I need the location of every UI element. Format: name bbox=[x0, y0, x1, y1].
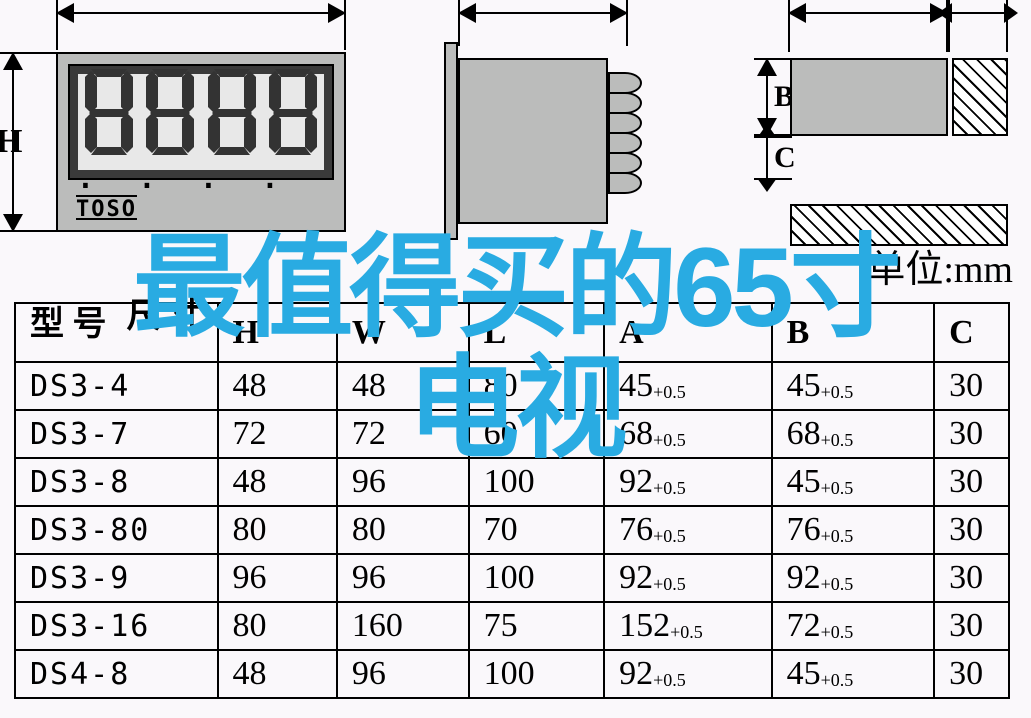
cell-W: 96 bbox=[337, 650, 469, 698]
col-L: L bbox=[469, 303, 604, 362]
cutout-panel bbox=[790, 58, 1008, 218]
dim-C-height: C bbox=[754, 136, 784, 180]
cell-H: 72 bbox=[218, 410, 337, 458]
cell-C: 30 bbox=[934, 554, 1009, 602]
dimension-diagrams: W H L A C bbox=[0, 0, 1031, 260]
cell-A: 68+0.5 bbox=[604, 410, 772, 458]
cell-model: DS3-8 bbox=[15, 458, 218, 506]
cell-L: 100 bbox=[469, 458, 604, 506]
cell-H: 80 bbox=[218, 506, 337, 554]
cell-B: 45+0.5 bbox=[772, 362, 935, 410]
cell-W: 96 bbox=[337, 458, 469, 506]
cell-L: 75 bbox=[469, 602, 604, 650]
lcd-display: .... bbox=[78, 74, 324, 170]
cell-A: 92+0.5 bbox=[604, 458, 772, 506]
cell-model: DS3-80 bbox=[15, 506, 218, 554]
dim-label-W: W bbox=[184, 0, 218, 6]
cell-B: 76+0.5 bbox=[772, 506, 935, 554]
cell-B: 45+0.5 bbox=[772, 458, 935, 506]
cell-model: DS3-9 bbox=[15, 554, 218, 602]
cell-H: 96 bbox=[218, 554, 337, 602]
col-A: A bbox=[604, 303, 772, 362]
cell-model: DS4-8 bbox=[15, 650, 218, 698]
cell-A: 152+0.5 bbox=[604, 602, 772, 650]
cell-W: 160 bbox=[337, 602, 469, 650]
hatch-vertical bbox=[952, 58, 1008, 136]
table-row: DS3-448488045+0.545+0.530 bbox=[15, 362, 1009, 410]
cell-H: 48 bbox=[218, 650, 337, 698]
brand-label: TOSO bbox=[76, 197, 137, 222]
dim-label-L: L bbox=[532, 0, 555, 8]
dim-label-C-top: C bbox=[966, 0, 991, 8]
table-row: DS3-8080807076+0.576+0.530 bbox=[15, 506, 1009, 554]
side-panel bbox=[444, 42, 642, 240]
cell-C: 30 bbox=[934, 506, 1009, 554]
spec-table: 型 号 尺 寸 H W L A B C DS3-448488045+0.545+… bbox=[14, 302, 1010, 699]
col-C: C bbox=[934, 303, 1009, 362]
cell-H: 48 bbox=[218, 362, 337, 410]
cell-C: 30 bbox=[934, 362, 1009, 410]
cell-L: 100 bbox=[469, 650, 604, 698]
col-model: 型 号 尺 寸 bbox=[15, 303, 218, 362]
cell-W: 48 bbox=[337, 362, 469, 410]
table-row: DS3-168016075152+0.572+0.530 bbox=[15, 602, 1009, 650]
table-header-row: 型 号 尺 寸 H W L A B C bbox=[15, 303, 1009, 362]
cell-B: 92+0.5 bbox=[772, 554, 935, 602]
table-row: DS3-772726068+0.568+0.530 bbox=[15, 410, 1009, 458]
front-panel: .... TOSO bbox=[56, 52, 346, 232]
cell-model: DS3-7 bbox=[15, 410, 218, 458]
cell-H: 48 bbox=[218, 458, 337, 506]
col-W: W bbox=[337, 303, 469, 362]
cell-B: 72+0.5 bbox=[772, 602, 935, 650]
digit-1: . bbox=[85, 69, 133, 175]
cell-B: 68+0.5 bbox=[772, 410, 935, 458]
table-row: DS3-8489610092+0.545+0.530 bbox=[15, 458, 1009, 506]
page-root: W H L A C bbox=[0, 0, 1031, 718]
unit-label: 单位:mm bbox=[867, 238, 1013, 293]
cell-W: 72 bbox=[337, 410, 469, 458]
cell-A: 45+0.5 bbox=[604, 362, 772, 410]
cell-H: 80 bbox=[218, 602, 337, 650]
cell-model: DS3-16 bbox=[15, 602, 218, 650]
cell-A: 92+0.5 bbox=[604, 650, 772, 698]
cell-A: 92+0.5 bbox=[604, 554, 772, 602]
cell-L: 100 bbox=[469, 554, 604, 602]
col-H: H bbox=[218, 303, 337, 362]
cell-L: 60 bbox=[469, 410, 604, 458]
digit-2: . bbox=[146, 69, 194, 175]
table-row: DS4-8489610092+0.545+0.530 bbox=[15, 650, 1009, 698]
lcd-bezel: .... bbox=[68, 64, 334, 180]
cell-C: 30 bbox=[934, 410, 1009, 458]
dim-label-H: H bbox=[0, 123, 22, 161]
cell-B: 45+0.5 bbox=[772, 650, 935, 698]
cell-C: 30 bbox=[934, 602, 1009, 650]
dim-H: H bbox=[0, 52, 32, 232]
cell-C: 30 bbox=[934, 458, 1009, 506]
col-B: B bbox=[772, 303, 935, 362]
cell-L: 70 bbox=[469, 506, 604, 554]
cell-A: 76+0.5 bbox=[604, 506, 772, 554]
cell-model: DS3-4 bbox=[15, 362, 218, 410]
digit-3: . bbox=[208, 69, 256, 175]
digit-4: . bbox=[269, 69, 317, 175]
terminal-block bbox=[608, 72, 642, 210]
cell-C: 30 bbox=[934, 650, 1009, 698]
dim-label-A: A bbox=[856, 0, 881, 8]
cell-W: 96 bbox=[337, 554, 469, 602]
cell-L: 80 bbox=[469, 362, 604, 410]
cell-W: 80 bbox=[337, 506, 469, 554]
table-row: DS3-9969610092+0.592+0.530 bbox=[15, 554, 1009, 602]
